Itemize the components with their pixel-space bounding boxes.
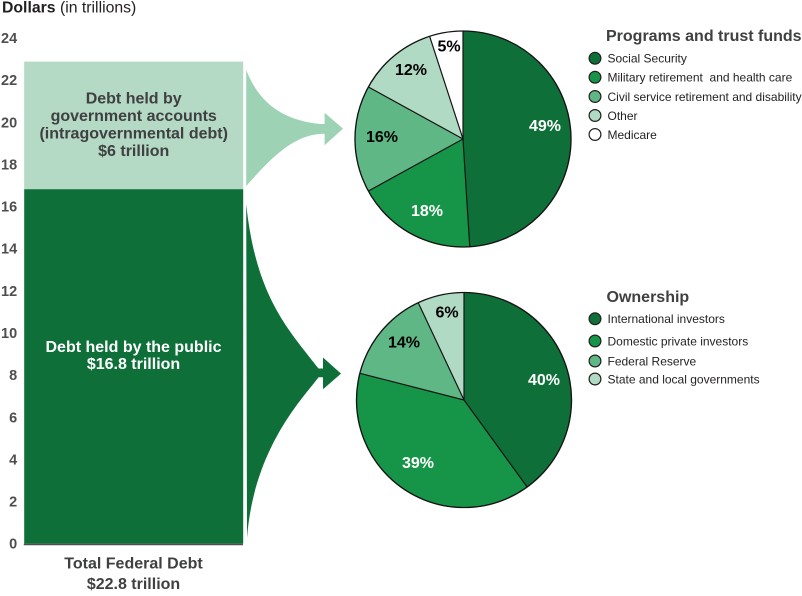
svg-text:12: 12 xyxy=(1,284,17,300)
svg-text:16: 16 xyxy=(1,200,17,216)
svg-text:government accounts: government accounts xyxy=(51,108,217,125)
svg-text:14: 14 xyxy=(1,242,17,258)
svg-text:Federal Reserve: Federal Reserve xyxy=(608,354,697,368)
svg-text:40%: 40% xyxy=(528,372,560,389)
svg-text:State and local governments: State and local governments xyxy=(608,372,760,386)
svg-text:Civil service retirement and d: Civil service retirement and disability xyxy=(608,90,802,104)
svg-text:Other: Other xyxy=(608,109,638,123)
svg-text:20: 20 xyxy=(1,115,17,131)
svg-text:Domestic private investors: Domestic private investors xyxy=(608,334,749,348)
svg-text:12%: 12% xyxy=(395,62,427,79)
svg-text:6: 6 xyxy=(9,410,17,426)
svg-text:Debt held by the public: Debt held by the public xyxy=(45,339,221,356)
svg-text:$6 trillion: $6 trillion xyxy=(98,143,169,160)
svg-text:$22.8 trillion: $22.8 trillion xyxy=(87,576,180,593)
svg-text:0: 0 xyxy=(9,537,17,553)
svg-text:(intragovernmental debt): (intragovernmental debt) xyxy=(39,126,227,143)
svg-text:2: 2 xyxy=(9,495,17,511)
svg-text:24: 24 xyxy=(1,31,17,47)
svg-text:16%: 16% xyxy=(366,129,398,146)
svg-text:Military retirement and healt: Military retirement and health care xyxy=(608,71,793,85)
svg-text:10: 10 xyxy=(1,326,17,342)
svg-text:14%: 14% xyxy=(388,334,420,351)
svg-text:49%: 49% xyxy=(529,118,561,135)
svg-text:$16.8 trillion: $16.8 trillion xyxy=(87,356,180,373)
svg-text:18%: 18% xyxy=(411,203,443,220)
svg-text:8: 8 xyxy=(9,368,17,384)
svg-text:Dollars (in trillions): Dollars (in trillions) xyxy=(2,0,136,17)
svg-text:Total Federal Debt: Total Federal Debt xyxy=(64,556,203,573)
svg-text:International investors: International investors xyxy=(608,312,725,326)
svg-text:Ownership: Ownership xyxy=(607,289,690,306)
svg-text:18: 18 xyxy=(1,157,17,173)
svg-text:Programs and trust funds: Programs and trust funds xyxy=(606,28,802,45)
svg-text:Medicare: Medicare xyxy=(608,128,658,142)
svg-text:Social Security: Social Security xyxy=(608,52,687,66)
svg-text:6%: 6% xyxy=(435,304,458,321)
svg-text:22: 22 xyxy=(1,73,17,89)
svg-text:4: 4 xyxy=(9,452,17,468)
svg-text:39%: 39% xyxy=(402,455,434,472)
svg-text:5%: 5% xyxy=(437,39,460,56)
svg-text:Debt held by: Debt held by xyxy=(86,91,182,108)
